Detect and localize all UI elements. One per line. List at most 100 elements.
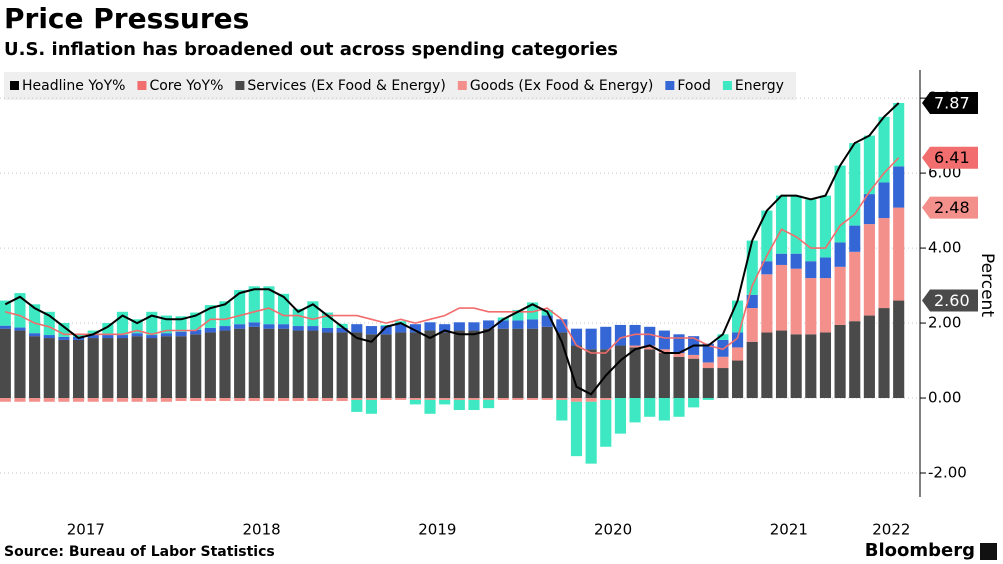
bar — [775, 195, 788, 254]
legend-marker — [137, 81, 147, 90]
end-label: 6.41 — [934, 148, 970, 167]
bar — [819, 278, 832, 333]
bar — [146, 335, 158, 339]
bar — [512, 309, 524, 321]
bar — [849, 143, 861, 226]
bar — [365, 399, 378, 414]
bar — [468, 399, 480, 411]
bar — [29, 333, 41, 337]
bar — [116, 335, 129, 339]
legend-label: Headline YoY% — [22, 78, 125, 94]
bar — [307, 330, 319, 399]
chart-subtitle: U.S. inflation has broadened out across … — [4, 39, 618, 60]
bar — [58, 336, 70, 340]
legend-label: Energy — [735, 78, 784, 94]
bar — [673, 353, 685, 357]
bar — [116, 338, 129, 399]
bar — [893, 207, 905, 301]
bar — [190, 398, 202, 402]
bar — [585, 401, 597, 464]
bar — [160, 398, 172, 402]
bar — [43, 398, 55, 402]
bar — [483, 328, 495, 399]
bar — [658, 353, 670, 399]
bar — [116, 311, 129, 336]
bar — [746, 294, 758, 309]
legend-label: Goods (Ex Food & Energy) — [470, 78, 654, 94]
end-label-box — [922, 146, 978, 169]
bar — [146, 338, 158, 399]
bar — [600, 399, 612, 447]
bar — [805, 199, 817, 262]
bar — [160, 333, 172, 337]
bar — [234, 290, 246, 325]
bar — [424, 330, 436, 399]
bar — [292, 398, 304, 402]
bar — [131, 398, 143, 402]
credit: Bloomberg — [865, 540, 975, 561]
bar — [43, 335, 55, 339]
bar — [585, 328, 597, 350]
bar — [219, 326, 231, 331]
bar — [834, 242, 846, 267]
bar — [204, 398, 216, 402]
bar — [526, 319, 539, 329]
bar — [790, 334, 802, 399]
line — [5, 157, 900, 354]
bar — [526, 398, 539, 400]
bar — [834, 165, 846, 243]
bar — [351, 399, 363, 412]
bar — [893, 300, 905, 399]
bar — [0, 328, 11, 399]
bar — [175, 316, 187, 332]
bar — [439, 399, 451, 405]
x-tick-label: 2017 — [67, 521, 105, 539]
bar — [14, 327, 26, 331]
bar — [863, 194, 875, 225]
bar — [512, 320, 524, 329]
bar — [395, 324, 407, 333]
bar — [0, 300, 11, 326]
bar — [72, 334, 85, 337]
bar — [600, 349, 612, 399]
bar — [0, 325, 11, 329]
end-label: 7.87 — [934, 93, 970, 112]
bar — [424, 322, 436, 331]
bar — [673, 356, 685, 399]
bar — [336, 332, 348, 399]
bar — [234, 398, 246, 402]
bar — [629, 347, 641, 399]
bar — [131, 319, 143, 334]
bar — [658, 398, 670, 421]
bar — [688, 358, 700, 399]
bar — [29, 336, 41, 399]
bar — [87, 335, 99, 339]
bar — [775, 264, 788, 331]
bar — [248, 398, 260, 402]
bar — [453, 322, 465, 331]
bar — [0, 398, 11, 402]
bar — [204, 305, 216, 328]
end-label-box — [922, 196, 978, 219]
bar — [175, 331, 187, 337]
bar — [717, 356, 729, 369]
bar — [365, 326, 378, 335]
bar — [395, 398, 407, 400]
bar — [380, 334, 392, 399]
end-label: 2.48 — [934, 198, 970, 217]
bar — [307, 326, 319, 331]
bar — [863, 315, 875, 399]
bar — [761, 274, 773, 333]
bar — [409, 399, 421, 405]
bar — [409, 324, 421, 333]
bar — [732, 300, 744, 333]
bar — [805, 334, 817, 399]
bar — [248, 326, 260, 399]
bar — [878, 182, 890, 219]
bar — [380, 324, 392, 327]
bar — [570, 398, 583, 402]
bar — [336, 398, 348, 402]
bar — [541, 326, 553, 399]
bar — [453, 399, 465, 411]
bar — [702, 343, 714, 363]
